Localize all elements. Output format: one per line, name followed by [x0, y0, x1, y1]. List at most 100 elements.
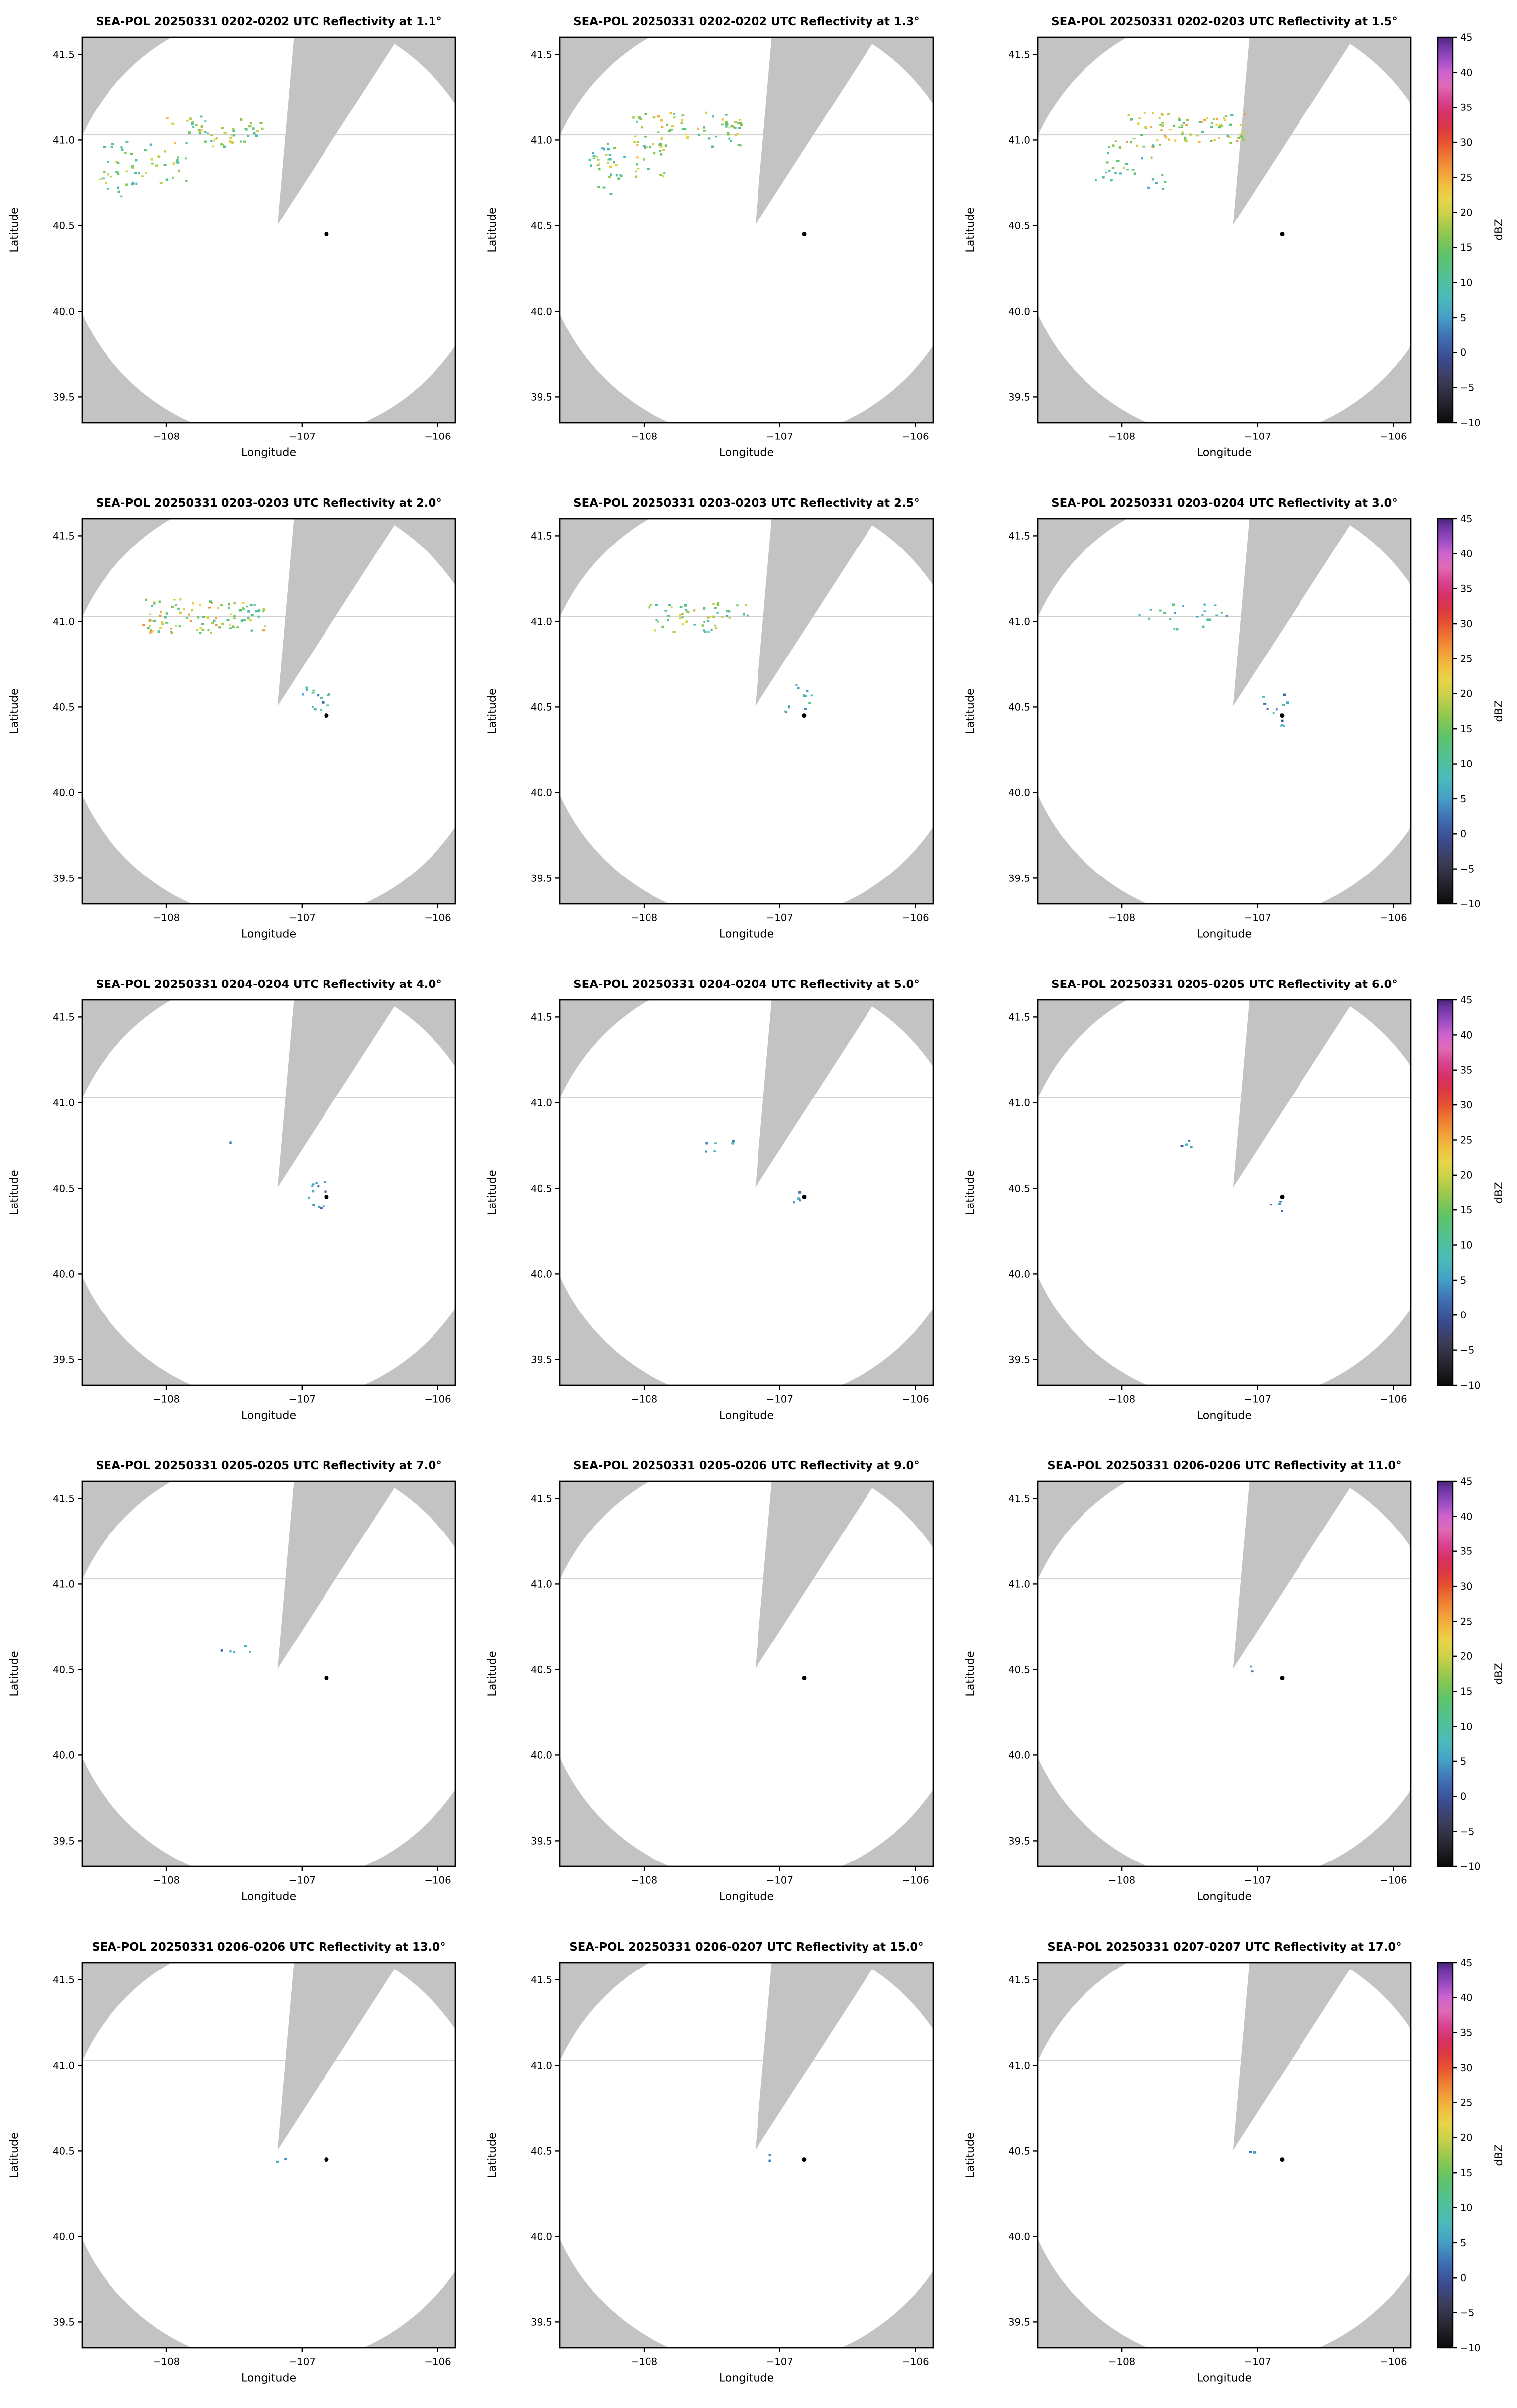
radar-site-marker [802, 2157, 807, 2162]
axis-ticks: −108 −107 −106 39.5 40.0 40.5 41.0 41.5 [1008, 1011, 1407, 1405]
radar-coverage-circle [1038, 1000, 1411, 1386]
y-tick-label: 41.5 [531, 1493, 552, 1504]
plot-area [1038, 1000, 1411, 1386]
axis-ticks: −108 −107 −106 39.5 40.0 40.5 41.0 41.5 [1008, 49, 1407, 442]
x-tick-label: −108 [1108, 431, 1135, 442]
x-axis-label: Longitude [719, 2372, 774, 2385]
colorbar-tick-label: 10 [1460, 277, 1472, 288]
y-tick-label: 41.0 [1008, 134, 1030, 146]
radar-site-marker [324, 2157, 329, 2162]
colorbar-tick-label: 30 [1460, 137, 1472, 148]
radar-coverage-circle [82, 1963, 455, 2348]
x-tick-label: −107 [766, 2356, 793, 2368]
plot-area [1038, 519, 1411, 904]
y-tick-label: 40.5 [53, 220, 75, 231]
radar-coverage-circle [1038, 519, 1411, 904]
plot-area [560, 37, 933, 423]
y-tick-label: 39.5 [53, 873, 75, 884]
colorbar-tick-label: 40 [1460, 1511, 1472, 1522]
colorbar-tick-label: 25 [1460, 1134, 1472, 1146]
y-axis-label: Latitude [486, 1651, 499, 1696]
x-tick-label: −108 [153, 912, 180, 924]
y-tick-label: 41.5 [1008, 49, 1030, 60]
y-tick-label: 40.0 [1008, 1750, 1030, 1761]
x-tick-label: −107 [289, 2356, 316, 2368]
colorbar-tick-label: −10 [1460, 1380, 1481, 1391]
y-tick-label: 41.0 [53, 616, 75, 627]
colorbar-frame [1437, 1480, 1454, 1867]
radar-coverage-circle [82, 37, 455, 423]
y-tick-label: 41.5 [531, 1974, 552, 1985]
panel-title: SEA-POL 20250331 0204-0204 UTC Reflectiv… [573, 978, 919, 991]
axis-ticks: −108 −107 −106 39.5 40.0 40.5 41.0 41.5 [53, 49, 451, 442]
y-tick-label: 40.5 [1008, 1664, 1030, 1675]
y-tick-label: 39.5 [53, 391, 75, 403]
colorbar-tick-label: 30 [1460, 618, 1472, 630]
x-axis-label: Longitude [241, 446, 296, 459]
colorbar-label: dBZ [1493, 1182, 1505, 1203]
colorbar-tick-label: 30 [1460, 1581, 1472, 1592]
colorbar-tick-label: 45 [1460, 1957, 1472, 1969]
panel-row: −108 −107 −106 39.5 40.0 40.5 41.0 41.5 Longitud… [0, 963, 1517, 1444]
colorbar-tick-label: 40 [1460, 1992, 1472, 2003]
colorbar-tick-label: −5 [1460, 1345, 1474, 1356]
colorbar-tick-label: 30 [1460, 1099, 1472, 1111]
y-tick-label: 41.0 [531, 2060, 552, 2071]
colorbar-gradient [1438, 519, 1453, 904]
y-tick-label: 39.5 [531, 1835, 552, 1847]
y-tick-label: 40.5 [1008, 220, 1030, 231]
x-tick-label: −108 [1108, 2356, 1135, 2368]
y-tick-label: 39.5 [531, 2316, 552, 2328]
y-tick-label: 41.0 [1008, 616, 1030, 627]
panel-title: SEA-POL 20250331 0203-0203 UTC Reflectiv… [573, 497, 919, 510]
x-axis-label: Longitude [1197, 2372, 1252, 2385]
colorbar-tick-label: 35 [1460, 2027, 1472, 2039]
y-tick-label: 41.5 [531, 530, 552, 542]
axes-frame [1037, 1480, 1412, 1867]
y-tick-label: 41.5 [1008, 1974, 1030, 1985]
y-tick-label: 40.0 [1008, 2231, 1030, 2242]
reflectivity-echoes [220, 1645, 251, 1654]
x-tick-label: −106 [902, 1875, 929, 1886]
colorbar-tick-label: 35 [1460, 583, 1472, 595]
panel-row: −108 −107 −106 39.5 40.0 40.5 41.0 41.5 Longitud… [0, 481, 1517, 963]
x-tick-label: −106 [902, 431, 929, 442]
x-tick-label: −106 [424, 431, 451, 442]
reflectivity-echoes [276, 2158, 287, 2163]
x-tick-label: −107 [1244, 912, 1271, 924]
y-tick-label: 40.5 [531, 220, 552, 231]
y-tick-label: 41.5 [53, 530, 75, 542]
colorbar-tick-label: 15 [1460, 2167, 1472, 2179]
y-axis-label: Latitude [486, 2132, 499, 2178]
axis-ticks: −108 −107 −106 39.5 40.0 40.5 41.0 41.5 [531, 1011, 929, 1405]
y-axis-label: Latitude [8, 207, 21, 252]
reflectivity-echoes [1180, 1140, 1283, 1212]
plot-area [1038, 1481, 1411, 1867]
y-axis-label: Latitude [8, 688, 21, 734]
y-tick-label: 39.5 [531, 391, 552, 403]
axes-frame [1037, 1962, 1412, 2349]
reflectivity-echoes [229, 1141, 327, 1210]
reflectivity-echoes [142, 598, 331, 711]
y-tick-label: 40.5 [53, 1183, 75, 1194]
radar-site-marker [1280, 1195, 1285, 1200]
colorbar-tick-label: 0 [1460, 2272, 1466, 2284]
reflectivity-echoes [1250, 1665, 1254, 1673]
y-axis-label: Latitude [964, 207, 976, 252]
colorbar-tick-label: 15 [1460, 242, 1472, 253]
y-tick-label: 41.5 [1008, 530, 1030, 542]
radar-coverage-circle [82, 519, 455, 904]
y-tick-label: 41.0 [531, 134, 552, 146]
x-tick-label: −108 [1108, 1875, 1135, 1886]
axis-ticks: −108 −107 −106 39.5 40.0 40.5 41.0 41.5 [1008, 1493, 1407, 1886]
x-tick-label: −108 [631, 1394, 657, 1405]
reflectivity-echoes [1095, 111, 1246, 190]
x-tick-label: −108 [153, 1394, 180, 1405]
x-tick-label: −107 [766, 1394, 793, 1405]
x-tick-label: −106 [1380, 1875, 1407, 1886]
colorbar-tick-label: 10 [1460, 1721, 1472, 1732]
y-tick-label: 40.5 [1008, 701, 1030, 713]
x-tick-label: −108 [153, 2356, 180, 2368]
axis-ticks: −108 −107 −106 39.5 40.0 40.5 41.0 41.5 [53, 1493, 451, 1886]
radar-panel: −108 −107 −106 39.5 40.0 40.5 41.0 41.5 Longitud… [486, 978, 934, 1422]
